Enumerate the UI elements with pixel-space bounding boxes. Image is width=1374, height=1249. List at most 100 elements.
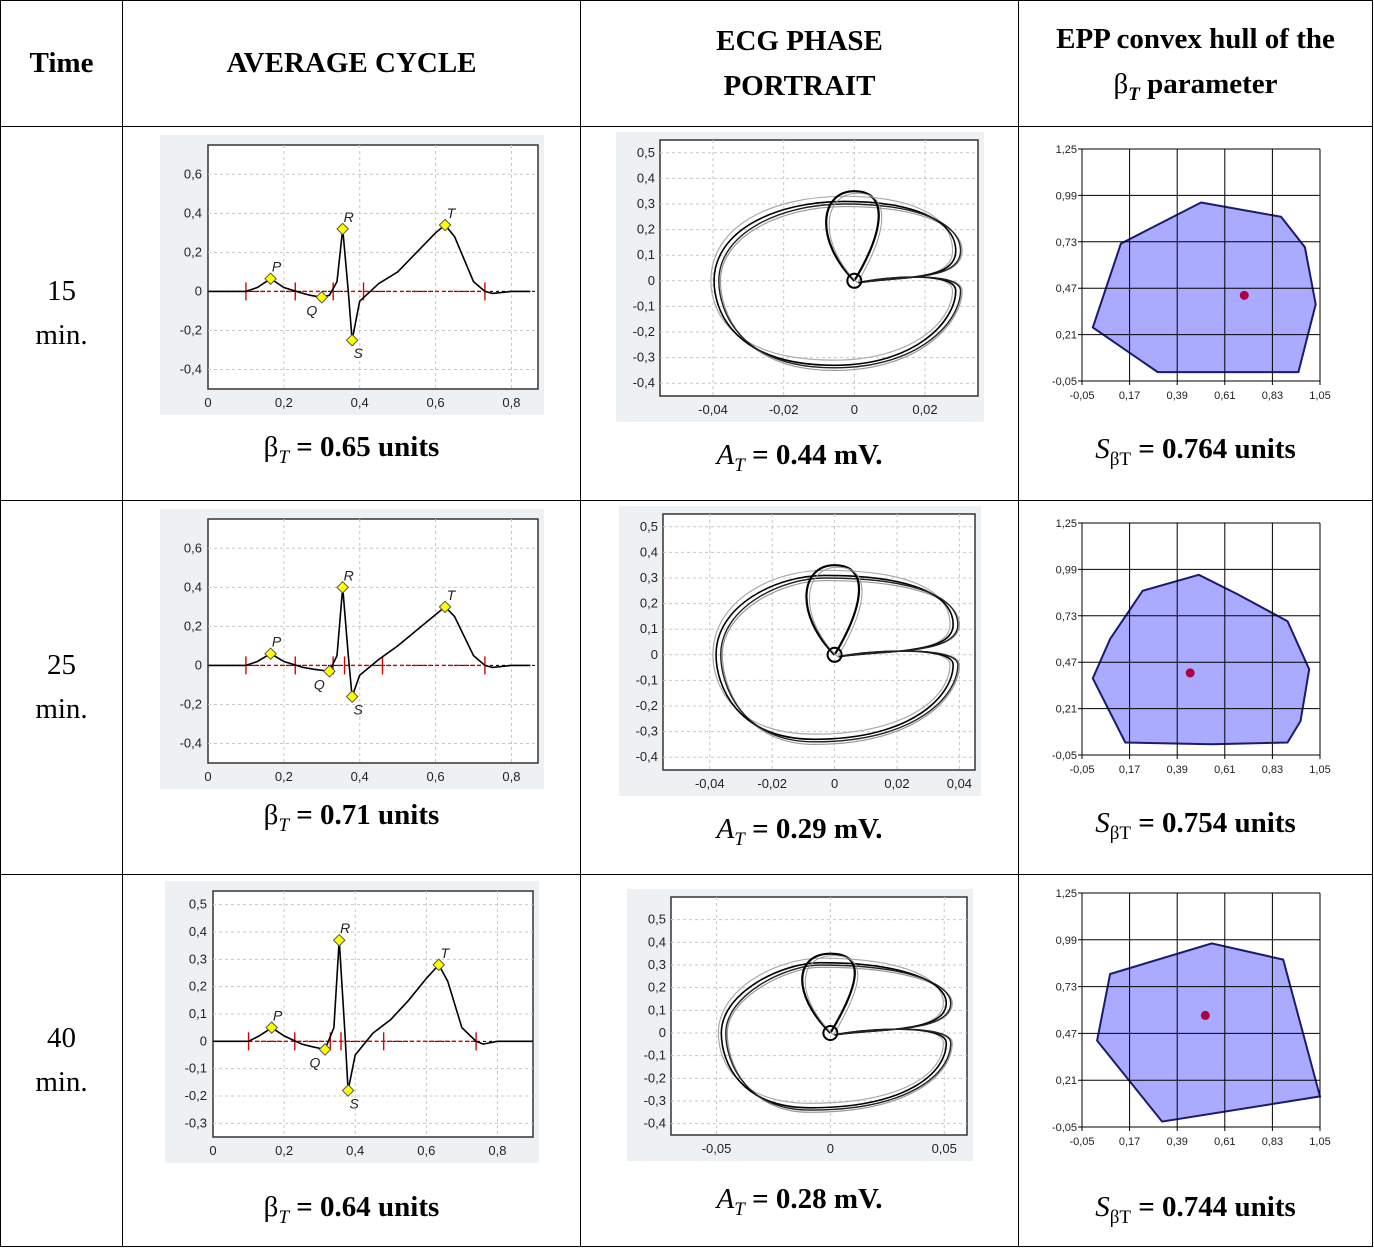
phase-portrait-chart: -0,04 -0,02 0 0,02 0,04 0,5 0,4 0,3 0,2 0,1 0 -0,1 -… [618,505,981,796]
y-tick-label: -0,1 [643,1047,665,1062]
x-tick-label: 0,4 [350,769,368,784]
x-tick-label: 0,2 [274,769,292,784]
convex-hull-chart: -0,05 0,17 0,39 0,61 0,83 1,05 1,25 0,99 0,73 0,4… [1051,144,1330,402]
y-tick-label: 0,21 [1055,1075,1076,1087]
x-tick-label: 0,04 [946,776,971,791]
phase-trajectory [709,195,953,361]
wave-point-marker [322,664,336,678]
y-tick-label: 0,21 [1055,329,1076,341]
header-hull: EPP convex hull of the βT parameter [1018,0,1373,127]
x-tick-label: 0,8 [502,395,520,410]
y-tick-label: 0,3 [647,957,665,972]
s-caption: SβT = 0.764 units [1095,433,1296,471]
hull-center-point [1239,290,1249,300]
plot-area [206,517,539,764]
at-value: = 0.28 mV. [744,1182,883,1215]
y-tick-label: -0,2 [643,1070,665,1085]
at-sub: T [734,828,745,850]
y-tick-label: -0,3 [643,1093,665,1108]
y-tick-label: -0,4 [635,749,657,764]
y-tick-label: -0,4 [632,375,654,390]
x-tick-label: 0,6 [417,1143,435,1158]
at-caption: AT = 0.28 mV. [717,1183,883,1221]
y-tick-label: 0,2 [183,244,201,259]
y-tick-label: -0,05 [1051,376,1076,388]
time-unit: min. [35,1065,88,1098]
beta-symbol: β [263,1190,279,1223]
wave-point-label: R [343,208,353,224]
hull-cell: -0,05 0,17 0,39 0,61 0,83 1,05 1,25 0,99 0,73 0,4… [1018,874,1373,1247]
phase-portrait-cell: -0,04 -0,02 0 0,02 0,04 0,5 0,4 0,3 0,2 0,1 0 -0,1 -… [580,500,1019,875]
row-40min: 40 min. 0 0,2 0,4 0,6 0,8 0,5 0,4 0,3 0,2 0,1 0 -0,… [0,874,1373,1247]
s-sub: βT [1109,822,1131,844]
ecg-waveform [207,586,530,697]
y-tick-label: 0,4 [188,924,206,939]
wave-point-label: Q [306,302,317,318]
header-phase-portrait: ECG PHASE PORTRAIT [580,0,1019,127]
phase-trajectory [717,202,961,369]
wave-point-marker [318,1042,331,1056]
beta-value: = 0.64 units [289,1190,440,1223]
y-tick-label: 0,4 [183,205,201,220]
row-15min: 15 min. 0 0,2 0,4 0,6 0,8 0,6 0,4 0,2 0 -0,2 -0,4 P… [0,126,1373,501]
wave-point-label: P [271,633,281,649]
x-tick-label: 0,39 [1166,764,1187,776]
s-sub: βT [1109,1206,1131,1228]
time-cell: 15 min. [0,126,123,501]
wave-point-label: Q [313,676,324,692]
y-tick-label: 0,73 [1055,981,1076,993]
beta-sub: T [278,1206,290,1228]
y-tick-label: -0,2 [179,696,201,711]
y-tick-label: 0,47 [1055,283,1076,295]
header-hull-sub: T [1128,84,1140,106]
y-tick-label: 0,4 [647,934,665,949]
phase-r-loop [804,954,858,1035]
wave-point-marker [345,333,359,347]
y-tick-label: 0,5 [636,144,654,159]
y-tick-label: -0,1 [632,298,654,313]
y-tick-label: 1,25 [1055,888,1076,900]
wave-point-marker [263,271,277,285]
wave-point-label: S [349,1095,359,1111]
wave-point-label: S [353,701,363,717]
x-tick-label: 0,17 [1118,764,1139,776]
phase-trajectory [726,966,953,1113]
wave-point-marker [314,290,328,304]
y-tick-label: -0,05 [1051,1122,1076,1134]
wave-point-label: Q [309,1054,320,1070]
phase-trajectory [721,579,960,745]
average-cycle-cell: 0 0,2 0,4 0,6 0,8 0,6 0,4 0,2 0 -0,2 -0,4 P Q R S T βT … [122,126,581,501]
wave-point-label: T [446,586,456,602]
x-tick-label: -0,05 [701,1141,731,1156]
s-caption: SβT = 0.744 units [1095,1191,1296,1229]
y-tick-label: 0,99 [1055,564,1076,576]
y-tick-label: 0,2 [188,978,206,993]
time-cell: 40 min. [0,874,123,1247]
y-tick-label: 0 [658,1025,665,1040]
header-time-label: Time [29,47,94,80]
y-tick-label: 0,47 [1055,1028,1076,1040]
x-tick-label: -0,05 [1069,764,1094,776]
phase-portrait-cell: -0,04 -0,02 0 0,02 0,5 0,4 0,3 0,2 0,1 0 -0,1 -0,2 -… [580,126,1019,501]
y-tick-label: 0,47 [1055,657,1076,669]
s-caption: SβT = 0.754 units [1095,807,1296,845]
convex-hull-polygon [1095,941,1321,1123]
header-hull-word: parameter [1139,68,1278,101]
x-tick-label: 0,02 [884,776,909,791]
wave-point-marker [332,933,346,947]
x-tick-label: 1,05 [1309,1136,1330,1148]
phase-portrait-chart: -0,04 -0,02 0 0,02 0,5 0,4 0,3 0,2 0,1 0 -0,1 -0,2 -… [615,131,984,422]
x-tick-label: 0,17 [1118,390,1139,402]
phase-r-loop [828,192,882,283]
phase-origin-cluster [845,272,862,289]
y-tick-label: 0,2 [183,618,201,633]
at-caption: AT = 0.29 mV. [717,813,883,851]
y-tick-label: 0,2 [647,979,665,994]
y-tick-label: -0,4 [643,1115,665,1130]
header-hull-symbol: β [1113,68,1129,101]
header-hull-line2: βT parameter [1113,68,1278,105]
y-tick-label: 0,3 [188,951,206,966]
s-symbol: S [1095,1190,1110,1223]
s-symbol: S [1095,432,1110,465]
header-phase-line1: ECG PHASE [716,24,883,57]
